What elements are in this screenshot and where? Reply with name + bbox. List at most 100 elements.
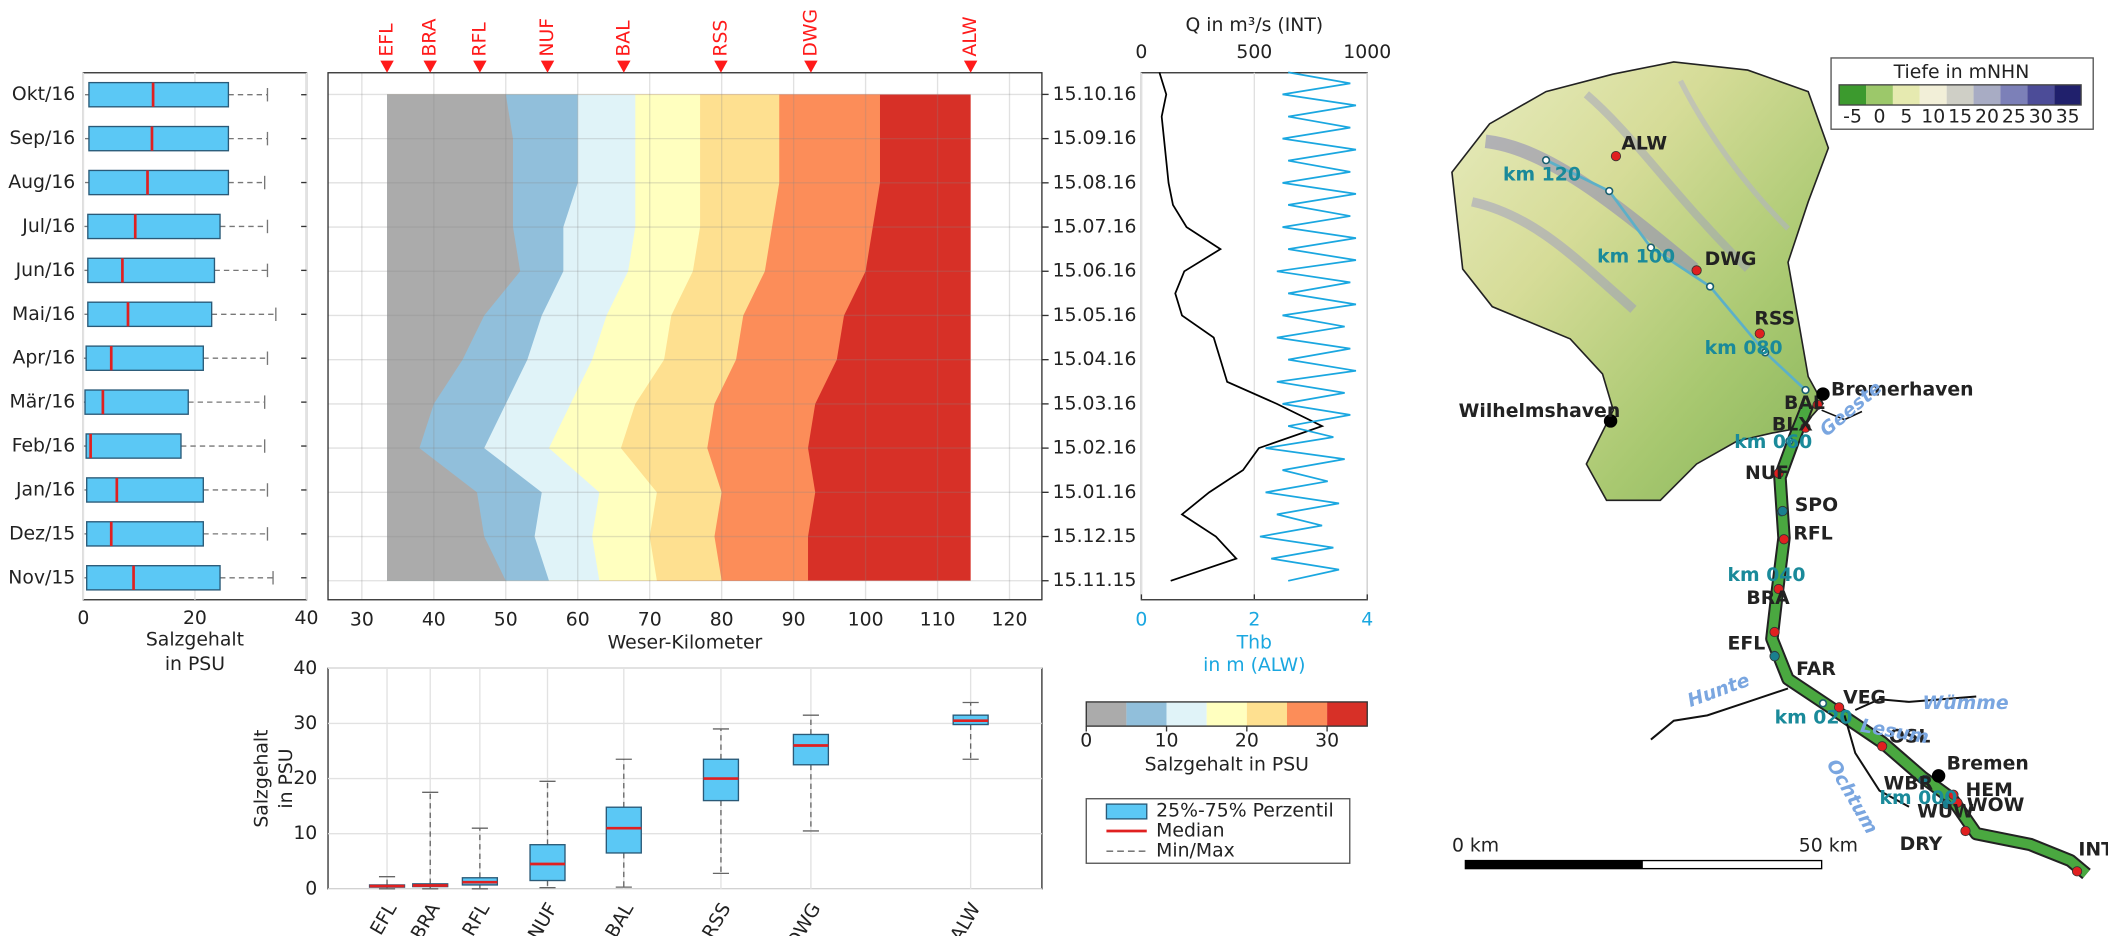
scale-label: 50 km — [1799, 835, 1858, 856]
box — [88, 169, 230, 196]
station-dot — [1754, 328, 1765, 339]
y-tick-label: 10 — [293, 823, 317, 844]
colorbar-segment — [1166, 701, 1207, 727]
km-label: km 080 — [1705, 338, 1783, 359]
station-marker — [714, 60, 728, 73]
x2-tick-label: 0 — [1135, 609, 1147, 630]
tributary — [1843, 715, 1910, 808]
box — [529, 844, 566, 882]
x-tick-label: 40 — [295, 608, 319, 629]
salinity-class — [387, 94, 521, 581]
station-dot — [1773, 468, 1784, 479]
km-label: km 120 — [1503, 164, 1581, 185]
station-label: INT — [2078, 839, 2108, 860]
colorbar-tick-label: 10 — [1155, 730, 1179, 751]
channel — [1471, 197, 1637, 313]
box — [792, 733, 830, 766]
station-label: RSS — [710, 20, 731, 57]
box — [86, 565, 221, 591]
city-dot — [1931, 769, 1946, 783]
station-label: BRA — [1746, 588, 1790, 609]
station-dot — [1920, 774, 1931, 786]
map-legend-segment — [1866, 84, 1893, 106]
x-tick-label: 60 — [566, 609, 590, 630]
km-marker — [1605, 186, 1614, 196]
y-tick-label: Jan/16 — [15, 479, 75, 500]
x-axis-label: Weser-Kilometer — [608, 632, 763, 653]
km-label: km 060 — [1734, 432, 1812, 453]
tributary — [1821, 409, 1863, 421]
y-tick-label: 15.12.15 — [1053, 526, 1137, 547]
map-legend-segment — [2054, 84, 2082, 106]
x-axis-label: Salzgehalt — [146, 630, 244, 651]
map-legend-tick-label: 30 — [2029, 107, 2053, 128]
station-dot — [1948, 789, 1959, 800]
land — [1451, 61, 1830, 502]
km-marker — [1801, 385, 1810, 395]
box — [84, 389, 189, 415]
station-marker — [540, 60, 555, 73]
station-label: BAL — [613, 20, 634, 57]
y-tick-label: Aug/16 — [8, 172, 75, 193]
map-legend-tick-label: 5 — [1900, 107, 1912, 128]
x-tick-label: 40 — [422, 609, 446, 630]
station-label: WUW — [1917, 802, 1974, 823]
map-legend-segment — [1839, 84, 1867, 106]
station-label: DWG — [1705, 249, 1757, 270]
colorbar-segment — [1286, 701, 1328, 727]
x-axis-label: in PSU — [165, 654, 225, 675]
city-label: Bremen — [1947, 753, 2029, 774]
box — [86, 521, 204, 547]
station-label: WBR — [1883, 773, 1933, 794]
colorbar-segment — [1206, 701, 1247, 727]
y-tick-label: 40 — [293, 658, 317, 679]
channel — [1484, 134, 1699, 275]
x-tick-label: 110 — [920, 609, 956, 630]
y-tick-label: Apr/16 — [12, 348, 75, 369]
station-label: DRY — [1900, 834, 1943, 855]
box — [87, 213, 221, 240]
city-label: Bremerhaven — [1831, 380, 1974, 401]
station-label: BRA — [420, 18, 441, 56]
station-dot — [1773, 583, 1784, 595]
y-tick-label: 30 — [293, 713, 317, 734]
scale-bar-fill — [1465, 860, 1643, 869]
colorbar-tick-label: 0 — [1080, 730, 1092, 751]
station-label: HEM — [1965, 780, 2012, 801]
map-legend-segment — [1973, 84, 2001, 106]
station-marker — [804, 60, 818, 73]
station-marker — [963, 60, 978, 73]
legend-label: 25%-75% Perzentil — [1156, 800, 1334, 821]
y-tick-label: 15.09.16 — [1053, 128, 1137, 149]
x-tick-label: 100 — [848, 609, 884, 630]
station-label: NUF — [1745, 463, 1789, 484]
colorbar-segment — [1246, 701, 1287, 727]
colorbar-segment — [1086, 701, 1127, 727]
station-label: EFL — [1728, 634, 1766, 655]
station-dot — [1777, 505, 1788, 517]
y-tick-label: Okt/16 — [12, 84, 75, 105]
station-label: WOW — [1967, 795, 2025, 816]
station-label: EFL — [377, 23, 398, 57]
station-dot — [1769, 651, 1780, 662]
station-label: OSL — [1889, 726, 1931, 747]
y-tick-label: 15.11.15 — [1053, 570, 1137, 591]
station-label: VEG — [1843, 687, 1886, 708]
km-label: km 000 — [1879, 788, 1957, 809]
y-tick-label: Jul/16 — [21, 216, 75, 237]
river — [1767, 401, 2090, 878]
legend-label: Median — [1156, 820, 1224, 841]
x-tick-label: 120 — [992, 609, 1028, 630]
box — [605, 806, 642, 854]
station-marker — [617, 60, 631, 73]
colorbar-segment — [1126, 701, 1167, 727]
station-label: FAR — [1796, 659, 1836, 680]
x2-axis-label: in m (ALW) — [1203, 655, 1305, 676]
box — [85, 433, 182, 459]
map-legend-frame — [1838, 84, 2082, 106]
x2-tick-label: 2 — [1248, 609, 1260, 630]
plot-border — [327, 72, 1043, 601]
map-legend-segment — [2000, 84, 2028, 106]
km-marker — [1705, 282, 1715, 291]
